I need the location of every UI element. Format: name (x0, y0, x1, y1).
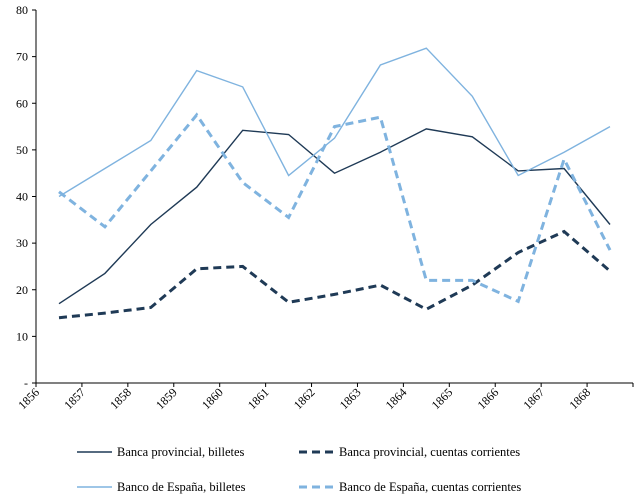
x-tick-label: 1867 (520, 385, 547, 412)
legend-label-4: Banco de España, cuentas corrientes (339, 480, 521, 494)
x-tick-label: 1865 (429, 385, 456, 412)
x-tick-label: 1857 (61, 385, 88, 412)
y-tick-label: 80 (16, 3, 28, 17)
x-tick-label: 1864 (383, 385, 410, 412)
y-tick-label: 20 (16, 283, 28, 297)
y-tick-label: 50 (16, 143, 28, 157)
y-tick-label: 60 (16, 96, 28, 110)
y-tick-label: 70 (16, 50, 28, 64)
x-tick-label: 1866 (474, 385, 501, 412)
x-tick-label: 1863 (337, 385, 364, 412)
y-tick-label: 40 (16, 190, 28, 204)
y-axis-ticks: - 10 20 30 40 50 60 70 80 (16, 3, 36, 390)
x-tick-label: 1860 (199, 385, 226, 412)
x-tick-label: 1859 (153, 385, 180, 412)
x-tick-label: 1861 (245, 385, 272, 412)
x-axis-ticks: 1856 1857 1858 1859 1860 1861 1862 1863 1864 1865… (15, 383, 634, 412)
legend-label-3: Banco de España, billetes (117, 480, 246, 494)
series-line-3 (58, 47, 611, 198)
legend-label-1: Banca provincial, billetes (117, 445, 245, 459)
series-lines (58, 47, 612, 320)
legend: Banca provincial, billetes Banca provinci… (77, 445, 521, 494)
x-tick-label: 1858 (107, 385, 134, 412)
y-tick-label: 10 (16, 329, 28, 343)
legend-label-2: Banca provincial, cuentas corrientes (339, 445, 520, 459)
y-tick-label: 30 (16, 236, 28, 250)
x-tick-label: 1868 (566, 385, 593, 412)
y-tick-label: - (24, 376, 28, 390)
x-tick-label: 1862 (291, 385, 318, 412)
axes (35, 10, 633, 384)
series-line-1 (58, 128, 611, 305)
series-line-4 (58, 112, 612, 304)
series-line-2 (58, 229, 611, 320)
x-tick-label: 1856 (15, 385, 42, 412)
